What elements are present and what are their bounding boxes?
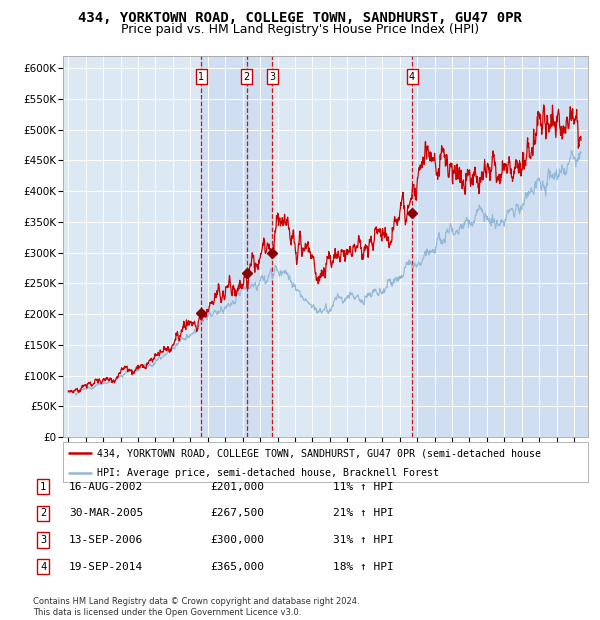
Text: HPI: Average price, semi-detached house, Bracknell Forest: HPI: Average price, semi-detached house,… bbox=[97, 469, 439, 479]
Text: 18% ↑ HPI: 18% ↑ HPI bbox=[333, 562, 394, 572]
Text: 434, YORKTOWN ROAD, COLLEGE TOWN, SANDHURST, GU47 0PR (semi-detached house: 434, YORKTOWN ROAD, COLLEGE TOWN, SANDHU… bbox=[97, 448, 541, 458]
Text: 4: 4 bbox=[40, 562, 46, 572]
Text: 2: 2 bbox=[40, 508, 46, 518]
Text: 30-MAR-2005: 30-MAR-2005 bbox=[69, 508, 143, 518]
Text: 3: 3 bbox=[40, 535, 46, 545]
Text: 13-SEP-2006: 13-SEP-2006 bbox=[69, 535, 143, 545]
Text: 434, YORKTOWN ROAD, COLLEGE TOWN, SANDHURST, GU47 0PR: 434, YORKTOWN ROAD, COLLEGE TOWN, SANDHU… bbox=[78, 11, 522, 25]
Text: 4: 4 bbox=[409, 72, 415, 82]
Text: 3: 3 bbox=[269, 72, 275, 82]
Text: £267,500: £267,500 bbox=[210, 508, 264, 518]
Text: 2: 2 bbox=[244, 72, 250, 82]
Bar bbox=[412, 56, 588, 437]
Text: 31% ↑ HPI: 31% ↑ HPI bbox=[333, 535, 394, 545]
Text: £365,000: £365,000 bbox=[210, 562, 264, 572]
Text: 21% ↑ HPI: 21% ↑ HPI bbox=[333, 508, 394, 518]
Bar bbox=[247, 56, 272, 437]
Text: 11% ↑ HPI: 11% ↑ HPI bbox=[333, 482, 394, 492]
Text: 19-SEP-2014: 19-SEP-2014 bbox=[69, 562, 143, 572]
Text: £201,000: £201,000 bbox=[210, 482, 264, 492]
Text: 1: 1 bbox=[40, 482, 46, 492]
Text: Contains HM Land Registry data © Crown copyright and database right 2024.
This d: Contains HM Land Registry data © Crown c… bbox=[33, 598, 359, 617]
Text: £300,000: £300,000 bbox=[210, 535, 264, 545]
Text: Price paid vs. HM Land Registry's House Price Index (HPI): Price paid vs. HM Land Registry's House … bbox=[121, 23, 479, 36]
Bar bbox=[201, 56, 247, 437]
Text: 16-AUG-2002: 16-AUG-2002 bbox=[69, 482, 143, 492]
Text: 1: 1 bbox=[198, 72, 204, 82]
